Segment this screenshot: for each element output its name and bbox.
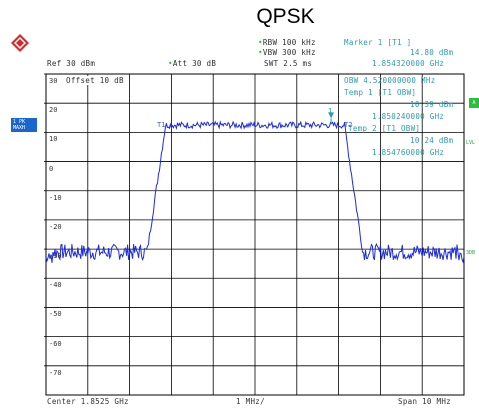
y-tick-label: 0 [49,165,53,173]
temp1-level: 10.39 dBm [410,100,453,109]
y-tick-label: -10 [49,194,62,202]
marker-1-label: 1 [328,107,332,115]
y-tick-label: -50 [49,310,62,318]
division-label: 1 MHz/ [236,397,265,406]
t2-label: T2 [344,121,352,129]
t1-label: T1 [157,121,165,129]
y-tick-label: 30 [49,77,57,85]
center-frequency: Center 1.8525 GHz [47,397,129,406]
obw-value: OBW 4.520000000 MHz [344,76,436,85]
temp2-title: Temp 2 [T1 OBW] [348,124,420,133]
y-tick-label: -40 [49,281,62,289]
offset-label: Offset 10 dB [66,76,124,85]
temp2-frequency: 1.854760000 GHz [372,148,444,157]
y-tick-label: 20 [49,106,57,114]
temp2-level: 10.24 dBm [410,136,453,145]
y-tick-label: -20 [49,223,62,231]
y-tick-label: -70 [49,369,62,377]
y-tick-label: 10 [49,135,57,143]
y-tick-label: -60 [49,340,62,348]
temp1-frequency: 1.850240000 GHz [372,112,444,121]
y-tick-label: -30 [49,252,62,260]
span-label: Span 10 MHz [398,397,451,406]
temp1-title: Temp 1 [T1 OBW] [344,88,416,97]
